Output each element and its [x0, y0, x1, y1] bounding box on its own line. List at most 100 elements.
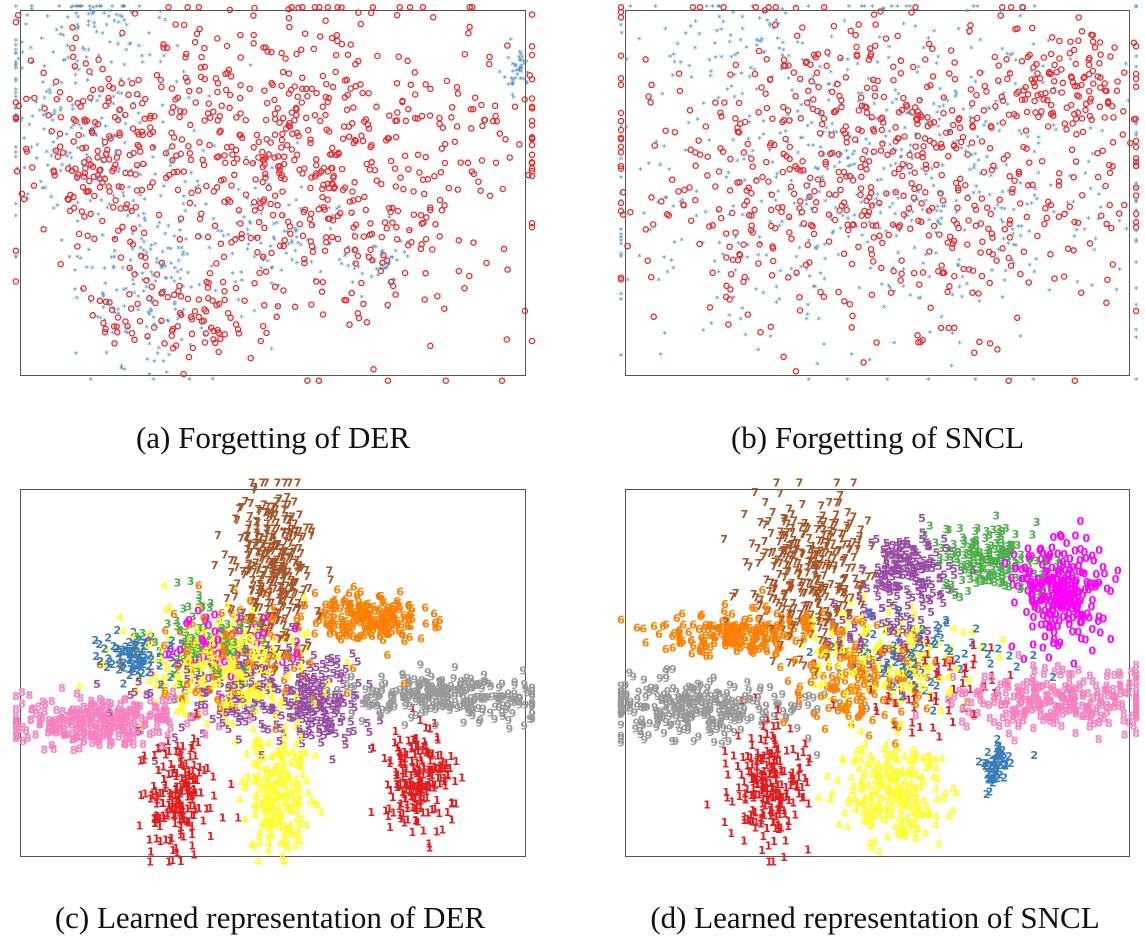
old-class-point — [899, 172, 906, 180]
new-class-point: * — [77, 122, 82, 132]
new-class-point: * — [625, 277, 630, 287]
new-class-point: * — [874, 116, 879, 126]
new-class-point: * — [392, 277, 397, 287]
new-class-point: * — [175, 43, 180, 53]
old-class-point — [445, 184, 453, 192]
old-class-point — [521, 307, 529, 315]
old-class-point — [500, 245, 508, 253]
old-class-point — [1102, 182, 1109, 190]
old-class-point — [806, 193, 813, 201]
digit-point-7: 7 — [274, 568, 282, 581]
old-class-point — [1097, 84, 1104, 91]
new-class-point: * — [689, 24, 694, 34]
old-class-point — [278, 144, 285, 151]
digit-point-5: 5 — [302, 729, 310, 742]
digit-point-7: 7 — [276, 566, 284, 579]
new-class-point: * — [265, 258, 270, 268]
digit-point-3: 3 — [223, 644, 231, 657]
old-class-point — [455, 237, 463, 244]
old-class-point — [135, 76, 142, 84]
new-class-point: * — [919, 97, 924, 107]
new-class-point: * — [73, 268, 78, 278]
old-class-point — [790, 69, 798, 76]
new-class-point: * — [1033, 186, 1038, 196]
old-class-point — [1015, 168, 1023, 175]
old-class-point — [206, 141, 213, 149]
digit-point-5: 5 — [294, 695, 302, 708]
digit-point-5: 5 — [299, 713, 307, 726]
new-class-point: * — [659, 352, 664, 362]
new-class-point: * — [653, 3, 658, 13]
old-class-point — [950, 121, 957, 129]
digit-point-4: 4 — [293, 794, 301, 807]
new-class-point: * — [874, 196, 879, 206]
new-class-point: * — [1134, 199, 1139, 209]
new-class-point: * — [970, 152, 975, 162]
new-class-point: * — [220, 228, 225, 238]
new-class-point: * — [756, 347, 761, 357]
new-class-point: * — [140, 236, 145, 246]
digit-point-5: 5 — [339, 678, 347, 691]
new-class-point: * — [88, 198, 93, 208]
old-class-point — [668, 176, 676, 183]
old-class-point — [676, 87, 684, 95]
new-class-point: * — [65, 154, 70, 164]
digit-point-8: 8 — [51, 714, 59, 727]
old-class-point — [400, 185, 407, 193]
digit-point-2: 2 — [146, 649, 154, 662]
digit-point-4: 4 — [240, 644, 248, 657]
new-class-point: * — [42, 64, 47, 74]
digit-point-8: 8 — [45, 720, 53, 733]
new-class-point: * — [776, 21, 781, 31]
digit-point-4: 4 — [254, 770, 262, 783]
old-class-point — [906, 162, 913, 170]
old-class-point — [745, 211, 753, 219]
digit-point-5: 5 — [184, 645, 192, 658]
new-class-point: * — [811, 142, 816, 152]
old-class-point — [174, 186, 182, 194]
digit-point-8: 8 — [88, 728, 96, 741]
new-class-point: * — [106, 301, 111, 311]
old-class-point — [117, 254, 125, 261]
digit-point-7: 7 — [263, 547, 271, 560]
digit-point-9: 9 — [447, 700, 455, 713]
old-class-point — [650, 313, 657, 321]
old-class-point — [686, 184, 693, 191]
new-class-point: * — [151, 315, 156, 325]
old-class-point — [338, 165, 346, 173]
new-class-point: * — [94, 132, 99, 142]
new-class-point: * — [951, 139, 956, 149]
old-class-point — [624, 242, 631, 250]
digit-point-5: 5 — [320, 693, 328, 706]
old-class-point — [1109, 139, 1117, 146]
new-class-point: * — [941, 103, 946, 113]
new-class-point: * — [350, 212, 355, 222]
old-class-point — [930, 222, 938, 230]
old-class-point — [174, 323, 181, 330]
old-class-point — [1013, 314, 1021, 322]
old-class-point — [1028, 76, 1035, 83]
new-class-point: * — [1032, 149, 1037, 159]
old-class-point — [87, 294, 95, 302]
old-class-point — [649, 221, 657, 228]
new-class-point: * — [931, 101, 936, 111]
old-class-point — [51, 172, 58, 179]
old-class-point — [852, 31, 859, 39]
new-class-point: * — [637, 253, 642, 263]
old-class-point — [255, 138, 263, 146]
old-class-point — [257, 204, 264, 212]
digit-point-5: 5 — [329, 754, 337, 767]
old-class-point — [278, 136, 286, 144]
old-class-point — [933, 161, 940, 169]
digit-point-4: 4 — [289, 634, 297, 647]
old-class-point — [301, 165, 308, 172]
digit-point-5: 5 — [225, 693, 233, 706]
old-class-point — [665, 212, 673, 219]
old-class-point — [339, 135, 347, 142]
old-class-point — [865, 158, 873, 165]
old-class-point — [439, 124, 447, 131]
old-class-point — [69, 24, 76, 31]
new-class-point: * — [834, 79, 839, 89]
new-class-point: * — [75, 218, 80, 228]
new-class-point: * — [855, 61, 860, 71]
